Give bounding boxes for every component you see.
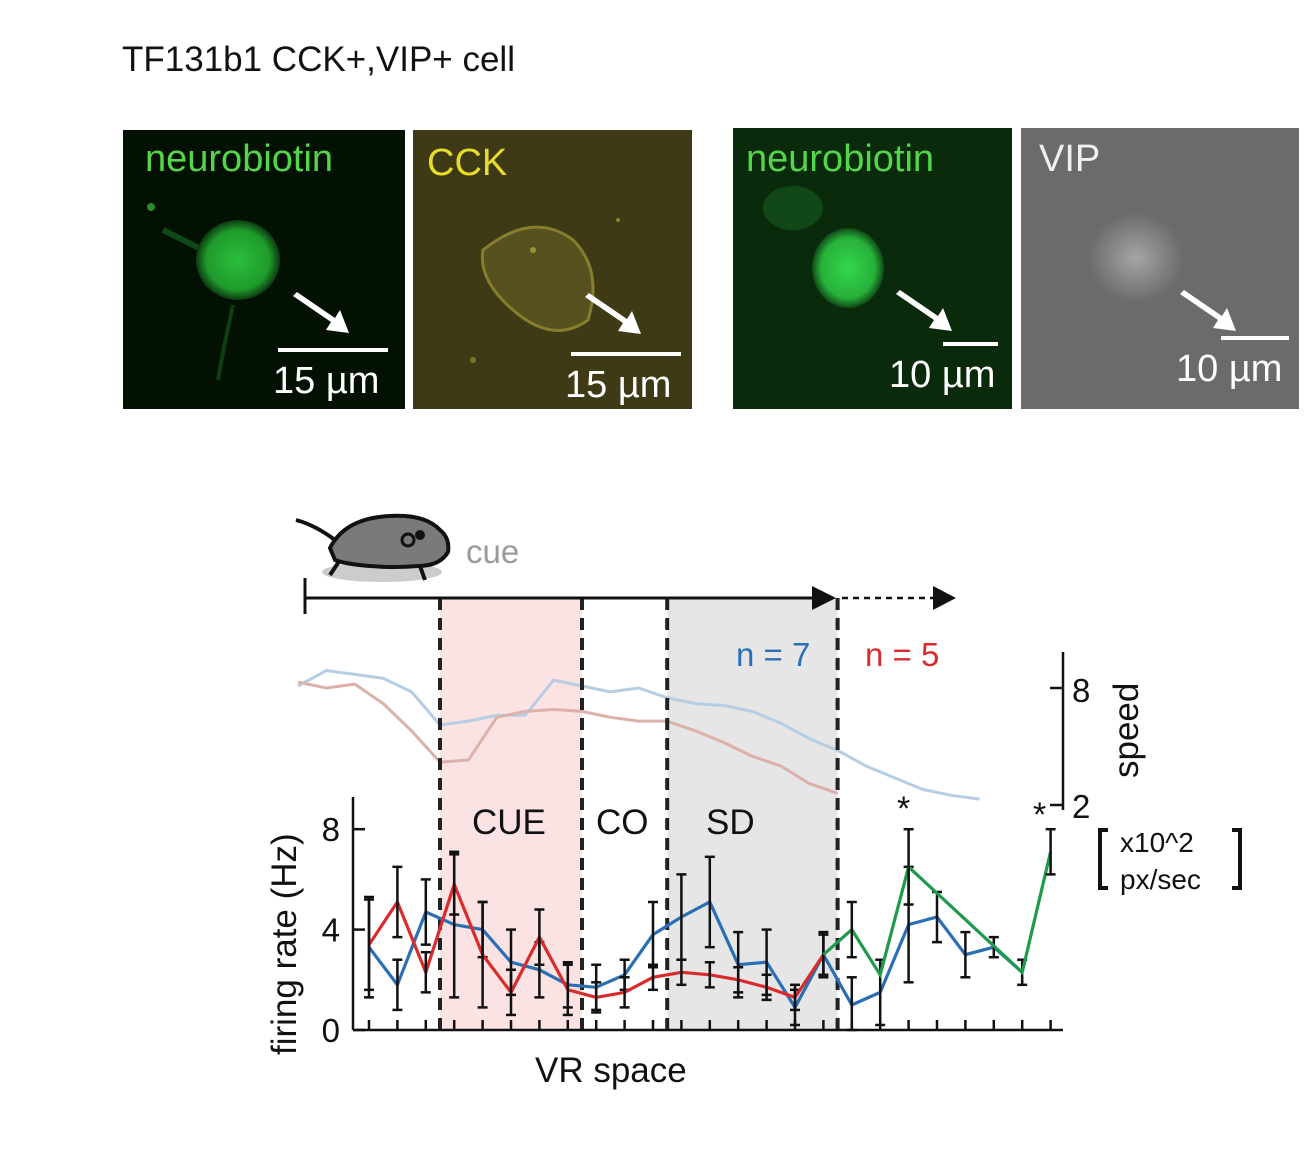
zone-label-co: CO	[596, 803, 649, 842]
figure-title: TF131b1 CCK+,VIP+ cell	[122, 40, 515, 79]
series-line-0	[367, 899, 1024, 1011]
zone-shade-sd	[667, 598, 838, 1030]
significance-star: *	[1033, 796, 1046, 834]
micrograph-vip: VIP 10 µm	[1021, 128, 1299, 409]
arrowhead-icon	[812, 586, 836, 610]
speed-line-1	[297, 680, 839, 795]
arrowhead-icon	[933, 586, 956, 610]
n-label-blue: n = 7	[736, 636, 810, 673]
y-tick-label: 0	[322, 1012, 340, 1049]
series-line-2	[822, 851, 1053, 979]
micrograph-neurobiotin-1: neurobiotin 15 µm	[123, 130, 405, 409]
y-tick-label: 8	[322, 811, 340, 848]
panel-label: CCK	[427, 142, 508, 184]
bracket-left	[1098, 828, 1108, 890]
significance-star: *	[897, 790, 910, 828]
cell-body-2	[763, 186, 952, 331]
scale-label: 15 µm	[273, 360, 380, 402]
speed-label: speed	[1107, 683, 1146, 778]
scale-label: 15 µm	[565, 364, 672, 406]
scale-label: 10 µm	[889, 354, 996, 396]
scale-label: 10 µm	[1176, 348, 1283, 390]
panel-label: neurobiotin	[746, 138, 935, 180]
n-label-red: n = 5	[865, 636, 939, 673]
mouse-icon	[295, 513, 451, 582]
panel-label: VIP	[1039, 138, 1101, 180]
y-axis-label: firing rate (Hz)	[265, 833, 304, 1055]
speed-tick-label: 2	[1072, 788, 1090, 825]
vip-texture	[1088, 213, 1236, 331]
speed-unit-line2: px/sec	[1120, 864, 1201, 895]
micrograph-cck: CCK 15 µm	[413, 130, 692, 409]
cue-label: cue	[466, 533, 519, 570]
series-layer	[364, 827, 1056, 1032]
scale-bar	[278, 348, 388, 352]
zone-label-sd: SD	[706, 803, 755, 842]
zone-boundaries	[438, 598, 840, 1030]
arrow-icon	[1180, 290, 1236, 331]
zones-layer	[440, 598, 838, 1030]
zone-label-cue: CUE	[472, 803, 546, 842]
speed-unit-line1: x10^2	[1120, 827, 1194, 858]
scale-bar	[1221, 336, 1289, 340]
arrow-icon	[585, 293, 641, 334]
micrograph-neurobiotin-2: neurobiotin 10 µm	[733, 128, 1012, 409]
speed-line-0	[297, 668, 980, 801]
scale-bar	[571, 352, 681, 356]
speed-tick-label: 8	[1072, 672, 1090, 709]
axes-layer: 0 4 8	[322, 797, 1063, 1049]
panel-label: neurobiotin	[145, 138, 334, 180]
bracket-right	[1232, 828, 1242, 890]
x-axis-label: VR space	[535, 1051, 687, 1090]
cell-body-1	[147, 203, 349, 381]
y-tick-label: 4	[322, 912, 340, 949]
speed-layer	[297, 668, 980, 801]
arrow-icon	[293, 292, 349, 333]
scale-bar	[943, 342, 998, 346]
arrow-icon	[896, 290, 952, 331]
cck-texture	[413, 130, 692, 409]
